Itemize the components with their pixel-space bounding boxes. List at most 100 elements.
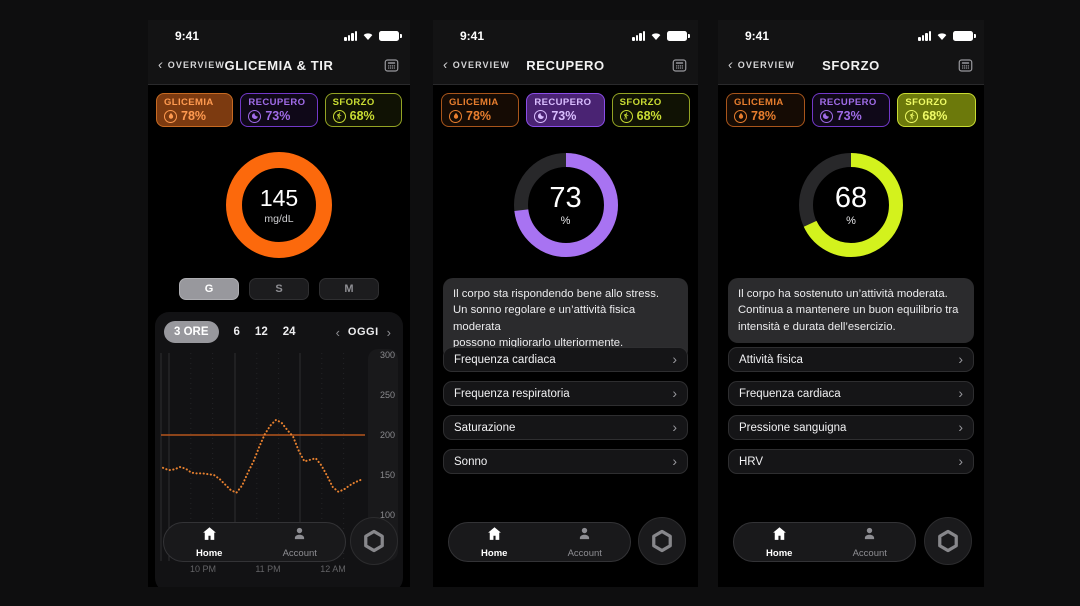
calendar-button[interactable] — [671, 57, 688, 74]
wifi-icon — [649, 29, 663, 43]
filter-3-ore[interactable]: 3 ORE — [164, 321, 219, 343]
battery-icon — [667, 31, 690, 41]
drop-icon — [449, 109, 462, 123]
logo-button[interactable] — [638, 517, 686, 565]
tab-account[interactable]: Account — [825, 523, 916, 561]
badge-label: SFORZO — [332, 97, 375, 108]
badge-label: GLICEMIA — [164, 97, 214, 108]
chevron-right-icon: › — [958, 350, 963, 367]
list-item-attività-fisica[interactable]: Attività fisica › — [728, 347, 974, 372]
back-button[interactable]: ‹ OVERVIEW — [158, 56, 225, 72]
metric-badges: GLICEMIA 78% RECUPERO 73% SFORZO 68% — [726, 93, 977, 127]
page-title: SFORZO — [822, 57, 880, 73]
hexagon-icon — [361, 528, 387, 554]
badge-sforzo[interactable]: SFORZO 68% — [324, 93, 402, 127]
back-button[interactable]: ‹ OVERVIEW — [728, 56, 795, 72]
svg-text:11 PM: 11 PM — [255, 564, 280, 574]
logo-button[interactable] — [924, 517, 972, 565]
moon-icon — [248, 109, 262, 123]
period-navigator: ‹ OGGI › — [336, 326, 391, 339]
wifi-icon — [361, 29, 375, 43]
list-item-frequenza-respiratoria[interactable]: Frequenza respiratoria › — [443, 381, 688, 406]
badge-sforzo[interactable]: SFORZO 68% — [611, 93, 690, 127]
page-title: RECUPERO — [526, 57, 605, 73]
badge-sforzo[interactable]: SFORZO 68% — [897, 93, 977, 127]
runner-icon — [332, 109, 346, 123]
list-item-label: Pressione sanguigna — [739, 421, 847, 434]
insight-card: Il corpo sta rispondendo bene allo stres… — [443, 278, 688, 360]
metric-list: Frequenza cardiaca › Frequenza respiratori… — [443, 347, 688, 474]
tab-bar: Home Account — [163, 522, 346, 562]
list-item-saturazione[interactable]: Saturazione › — [443, 415, 688, 440]
list-item-frequenza-cardiaca[interactable]: Frequenza cardiaca › — [443, 347, 688, 372]
list-item-frequenza-cardiaca[interactable]: Frequenza cardiaca › — [728, 381, 974, 406]
metric-badges: GLICEMIA 78% RECUPERO 73% SFORZO 68% — [441, 93, 690, 127]
tab-home[interactable]: Home — [164, 523, 255, 561]
list-item-hrv[interactable]: HRV › — [728, 449, 974, 474]
status-icons — [918, 29, 976, 43]
badge-value: 78% — [181, 109, 207, 123]
list-item-label: HRV — [739, 455, 764, 468]
calendar-button[interactable] — [383, 57, 400, 74]
badge-glicemia[interactable]: GLICEMIA 78% — [441, 93, 520, 127]
list-item-pressione-sanguigna[interactable]: Pressione sanguigna › — [728, 415, 974, 440]
header-background — [148, 20, 410, 85]
list-item-sonno[interactable]: Sonno › — [443, 449, 688, 474]
badge-recupero[interactable]: RECUPERO 73% — [811, 93, 891, 127]
svg-text:300: 300 — [380, 350, 395, 360]
chevron-right-icon: › — [958, 384, 963, 401]
tab-home-label: Home — [196, 548, 223, 559]
recovery-ring — [433, 150, 698, 260]
account-icon — [291, 525, 308, 547]
back-label: OVERVIEW — [737, 60, 795, 70]
svg-text:12 AM: 12 AM — [320, 564, 346, 574]
filter-24[interactable]: 24 — [282, 326, 296, 338]
hexagon-icon — [649, 528, 675, 554]
tab-account[interactable]: Account — [540, 523, 631, 561]
svg-text:100: 100 — [380, 510, 395, 520]
segment-g[interactable]: G — [179, 278, 239, 300]
back-button[interactable]: ‹ OVERVIEW — [443, 57, 510, 71]
back-label: OVERVIEW — [452, 60, 510, 70]
badge-recupero[interactable]: RECUPERO 73% — [526, 93, 605, 127]
tab-home[interactable]: Home — [449, 523, 540, 561]
chevron-left-icon: ‹ — [728, 56, 734, 72]
tab-account-label: Account — [282, 548, 317, 559]
title-bar: ‹ OVERVIEW SFORZO — [718, 47, 984, 83]
drop-icon — [734, 109, 747, 123]
page-title: GLICEMIA & TIR — [224, 57, 334, 73]
badge-glicemia[interactable]: GLICEMIA 78% — [156, 93, 234, 127]
home-icon — [771, 525, 788, 547]
status-bar: 9:41 — [718, 27, 984, 45]
badge-recupero[interactable]: RECUPERO 73% — [240, 93, 318, 127]
badge-glicemia[interactable]: GLICEMIA 78% — [726, 93, 805, 127]
chevron-left-icon: ‹ — [158, 56, 164, 72]
segment-m[interactable]: M — [319, 278, 379, 300]
chevron-right-icon: › — [672, 418, 677, 435]
svg-text:10 PM: 10 PM — [190, 564, 216, 574]
period-label: OGGI — [347, 326, 379, 338]
metric-badges: GLICEMIA 78% RECUPERO 73% SFORZO 68% — [156, 93, 402, 127]
segment-s[interactable]: S — [249, 278, 309, 300]
badge-label: RECUPERO — [819, 97, 877, 108]
svg-text:150: 150 — [380, 470, 395, 480]
header-background — [433, 20, 698, 85]
badge-label: SFORZO — [619, 97, 662, 108]
filter-6[interactable]: 6 — [233, 326, 240, 338]
tab-home[interactable]: Home — [734, 523, 825, 561]
prev-period-button[interactable]: ‹ — [335, 324, 340, 340]
calendar-button[interactable] — [957, 57, 974, 74]
phone-screen-recupero: 9:41 ‹ OVERVIEW RECUPERO GLICEMIA 78% RECUP… — [433, 20, 698, 587]
chevron-right-icon: › — [958, 418, 963, 435]
title-bar: ‹ OVERVIEW GLICEMIA & TIR — [148, 47, 410, 83]
tab-account-label: Account — [567, 548, 602, 559]
next-period-button[interactable]: › — [386, 324, 391, 340]
tab-home-label: Home — [481, 548, 508, 559]
filter-12[interactable]: 12 — [254, 326, 268, 338]
tab-account[interactable]: Account — [255, 523, 346, 561]
badge-label: GLICEMIA — [734, 97, 784, 108]
logo-button[interactable] — [350, 517, 398, 565]
hexagon-icon — [935, 528, 961, 554]
